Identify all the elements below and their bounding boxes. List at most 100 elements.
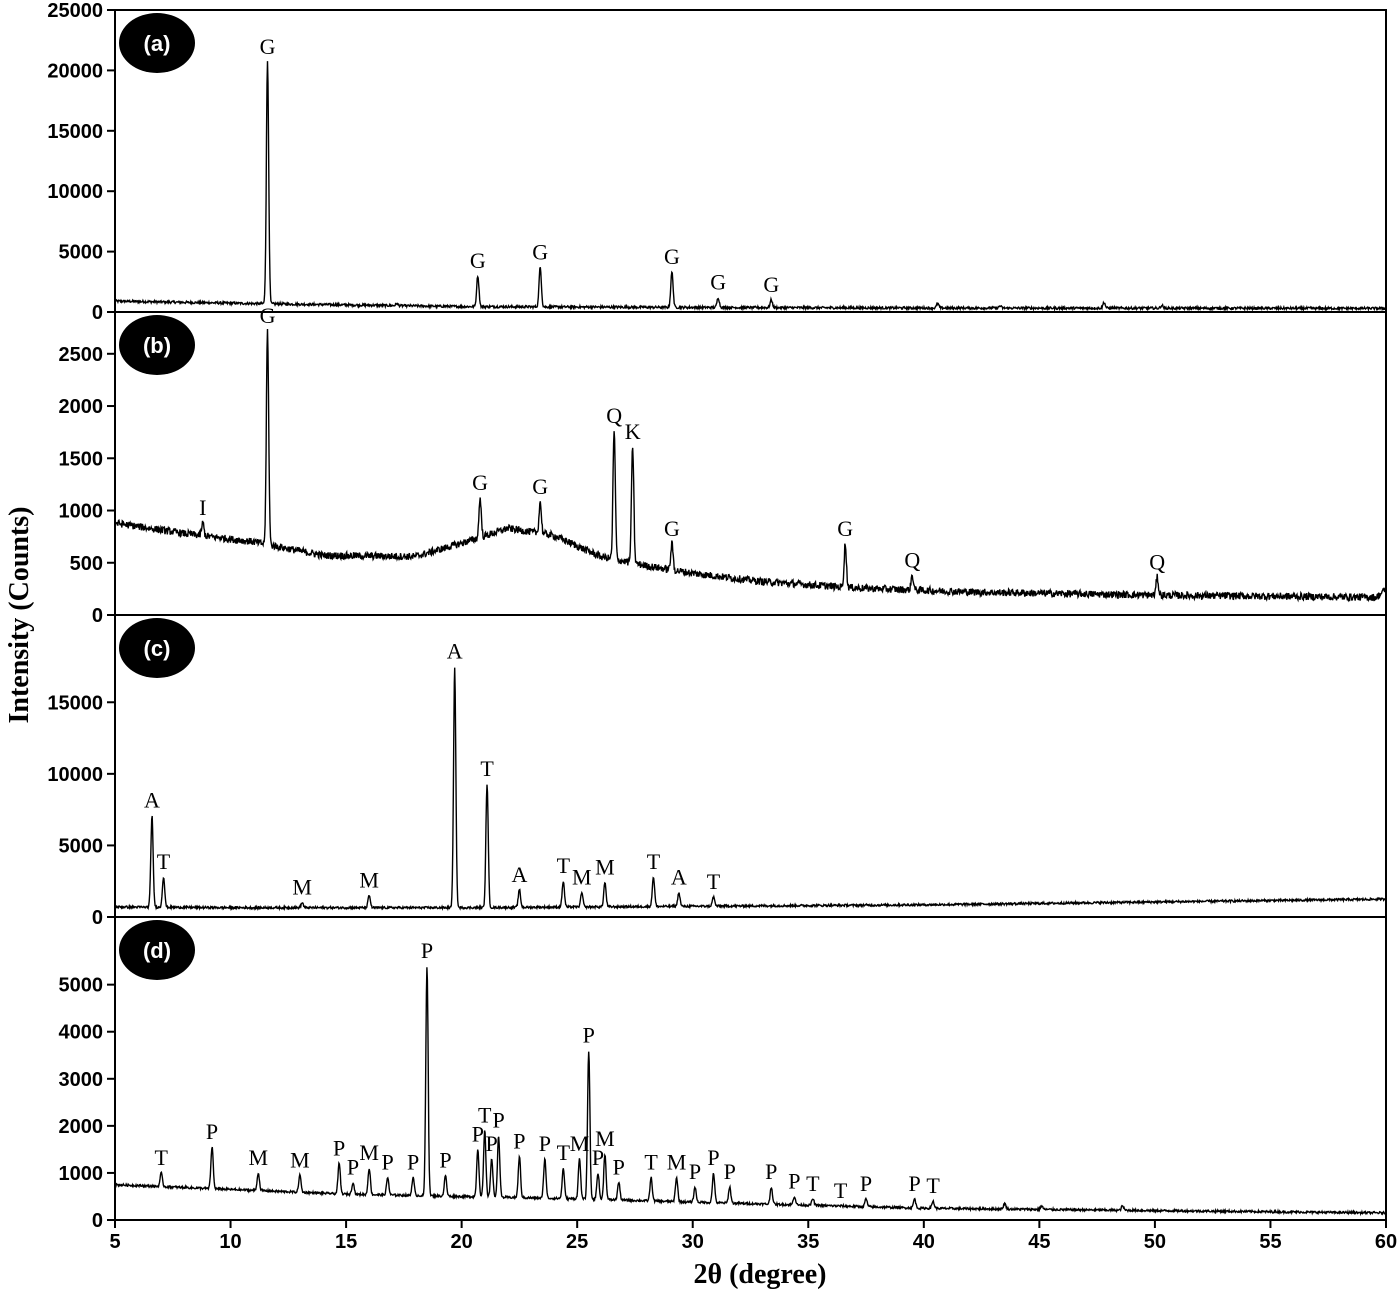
peak-label: A <box>447 638 463 663</box>
peak-label: P <box>347 1154 359 1179</box>
peak-label: P <box>492 1107 504 1132</box>
peak-label: P <box>689 1159 701 1184</box>
x-tick-label: 55 <box>1259 1231 1281 1253</box>
y-axis-title: Intensity (Counts) <box>4 506 35 723</box>
panel-frame <box>114 9 1387 313</box>
y-tick-label: 5000 <box>59 835 104 857</box>
peak-label: M <box>290 1147 310 1172</box>
peak-label: P <box>421 938 433 963</box>
peak-label: T <box>834 1178 848 1203</box>
peak-label: P <box>382 1150 394 1175</box>
peak-label: G <box>664 244 680 269</box>
peak-label: M <box>570 1131 590 1156</box>
y-tick-label: 1500 <box>59 448 104 470</box>
peak-label: P <box>860 1171 872 1196</box>
peak-label: G <box>763 272 779 297</box>
y-tick-label: 500 <box>70 553 103 575</box>
panel-label: (a) <box>144 31 171 56</box>
peak-label: T <box>557 853 571 878</box>
peak-label: P <box>539 1131 551 1156</box>
spectrum-line <box>114 328 1387 603</box>
peak-label: P <box>765 1159 777 1184</box>
x-tick-label: 30 <box>682 1231 704 1253</box>
panel-badge <box>119 13 195 73</box>
peak-label: P <box>613 1154 625 1179</box>
y-tick-label: 2000 <box>59 1116 104 1138</box>
y-tick-label: 1000 <box>59 501 104 523</box>
spectrum-line <box>114 667 1387 912</box>
panel-frame <box>114 311 1387 616</box>
x-tick-label: 35 <box>797 1231 819 1253</box>
x-axis: 5 10 15 20 25 30 35 40 45 50 55 60 <box>109 1220 1397 1253</box>
peak-label: P <box>333 1136 345 1161</box>
peak-label: G <box>472 470 488 495</box>
panel-badge <box>119 618 195 678</box>
peak-label: M <box>292 875 312 900</box>
x-tick-label: 45 <box>1028 1231 1050 1253</box>
y-tick-label: 0 <box>92 907 103 929</box>
y-tick-label: 25000 <box>47 0 103 22</box>
peak-label: P <box>724 1159 736 1184</box>
peak-label: T <box>647 849 661 874</box>
y-tick-label: 0 <box>92 605 103 627</box>
peak-label: T <box>478 1103 492 1128</box>
x-tick-label: 60 <box>1375 1231 1397 1253</box>
panel-frame <box>114 614 1387 918</box>
peak-label: M <box>667 1150 687 1175</box>
panel-label: (b) <box>143 333 171 358</box>
y-tick-label: 5000 <box>59 975 104 997</box>
y-tick-label: 0 <box>92 1210 103 1232</box>
peak-label: T <box>557 1140 571 1165</box>
peak-label: A <box>671 865 687 890</box>
x-tick-label: 25 <box>566 1231 588 1253</box>
panel-label: (d) <box>143 938 171 963</box>
y-tick-label: 5000 <box>59 242 104 264</box>
peak-label: T <box>154 1145 168 1170</box>
x-tick-label: 5 <box>109 1231 120 1253</box>
peak-label: G <box>837 516 853 541</box>
peak-label: T <box>707 869 721 894</box>
x-tick-label: 40 <box>913 1231 935 1253</box>
panel-badge <box>119 315 195 375</box>
y-tick-label: 10000 <box>47 764 103 786</box>
peak-label: P <box>788 1168 800 1193</box>
spectrum-line <box>114 61 1387 313</box>
peak-label: G <box>664 516 680 541</box>
peak-label: P <box>407 1150 419 1175</box>
peak-label: P <box>486 1131 498 1156</box>
peak-label: P <box>707 1145 719 1170</box>
x-tick-label: 10 <box>219 1231 241 1253</box>
x-tick-label: 50 <box>1144 1231 1166 1253</box>
spectrum-line <box>114 967 1387 1217</box>
y-tick-label: 1000 <box>59 1163 104 1185</box>
peak-label: P <box>439 1147 451 1172</box>
peak-label: T <box>157 849 171 874</box>
peak-label: I <box>199 495 206 520</box>
peak-label: G <box>470 248 486 273</box>
peak-label: G <box>260 303 276 328</box>
peak-label: G <box>260 34 276 59</box>
panel-frame <box>114 916 1387 1221</box>
peak-label: P <box>583 1023 595 1048</box>
peak-label: P <box>592 1145 604 1170</box>
peak-label: M <box>595 855 615 880</box>
peak-label: Q <box>606 403 622 428</box>
peak-label: A <box>144 787 160 812</box>
peak-label: T <box>644 1150 658 1175</box>
y-tick-label: 15000 <box>47 692 103 714</box>
x-tick-label: 15 <box>335 1231 357 1253</box>
peak-label: M <box>572 865 592 890</box>
y-tick-label: 0 <box>92 302 103 324</box>
panel-a: 0 5000 10000 15000 20000 25000 G G G G G G (a) <box>47 0 1387 324</box>
peak-label: M <box>359 1140 379 1165</box>
peak-label: M <box>359 868 379 893</box>
peak-label: G <box>532 239 548 264</box>
y-tick-label: 20000 <box>47 60 103 82</box>
x-axis-title: 2θ (degree) <box>693 1259 826 1290</box>
y-tick-label: 3000 <box>59 1069 104 1091</box>
